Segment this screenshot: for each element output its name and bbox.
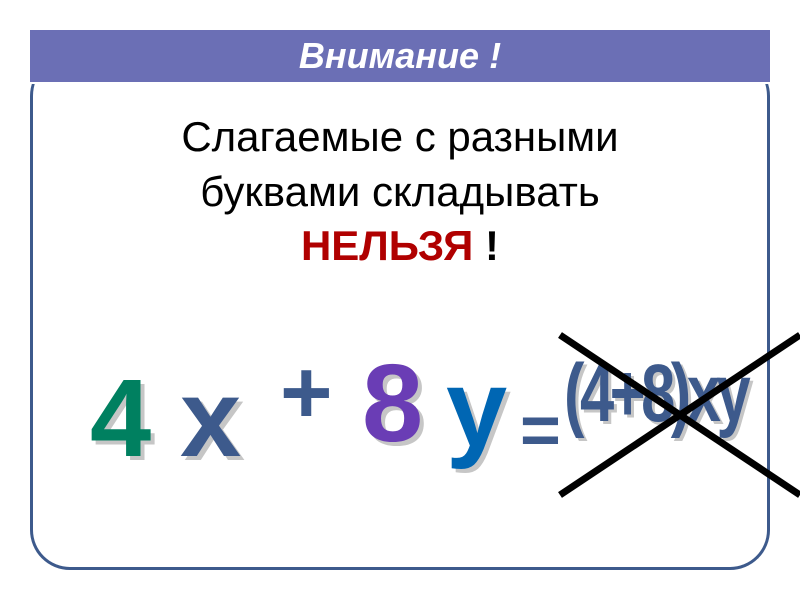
warning-line: НЕЛЬЗЯ ! xyxy=(60,219,740,274)
warning-word: НЕЛЬЗЯ xyxy=(301,222,473,269)
text-line-2: буквами складывать xyxy=(60,165,740,220)
var2: y xyxy=(446,345,507,472)
var1: x xyxy=(180,355,241,482)
title-text: Внимание ! xyxy=(299,35,501,77)
title-bar: Внимание ! xyxy=(30,28,770,84)
slide-container: Внимание ! Слагаемые с разными буквами с… xyxy=(0,0,800,600)
warning-punct: ! xyxy=(473,222,499,269)
explanation-text-area: Слагаемые с разными буквами складывать Н… xyxy=(60,110,740,274)
equation-area: 4 4 x x + 8 8 y y = (4+8)xy (4+8)xy xyxy=(50,340,750,540)
text-line-1: Слагаемые с разными xyxy=(60,110,740,165)
coef1: 4 xyxy=(90,355,151,482)
cross-out-icon xyxy=(550,325,800,505)
operator-plus: + xyxy=(280,342,333,445)
coef2: 8 xyxy=(362,340,423,467)
